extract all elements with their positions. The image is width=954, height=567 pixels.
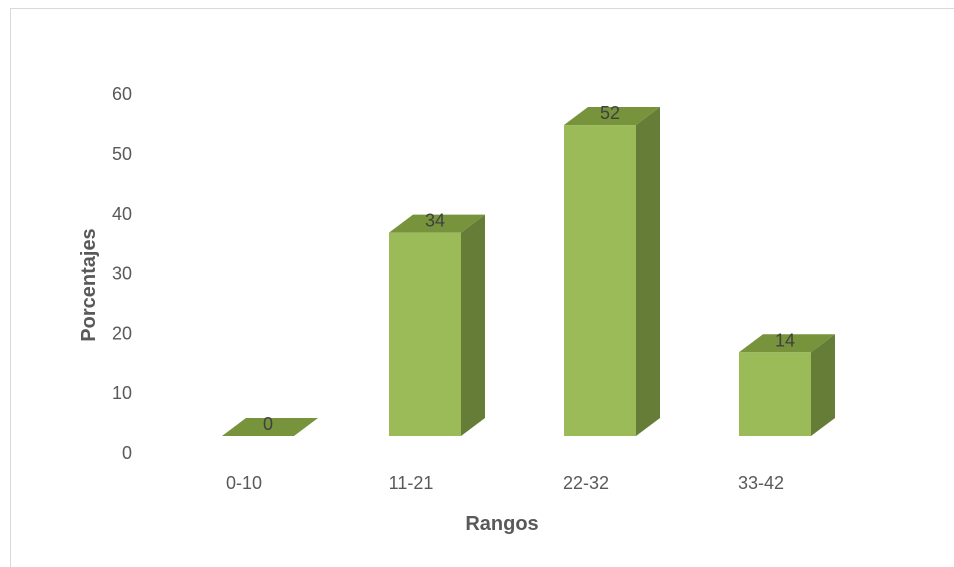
y-axis-ticks: 0 10 20 30 40 50 60 xyxy=(112,84,132,463)
bar xyxy=(222,418,318,436)
y-tick-label: 0 xyxy=(122,443,132,463)
data-label: 52 xyxy=(600,103,620,123)
x-axis-title: Rangos xyxy=(465,513,538,535)
bar-side xyxy=(461,214,485,436)
bar-top xyxy=(389,214,485,233)
y-tick-label: 20 xyxy=(112,323,132,343)
y-tick-label: 50 xyxy=(112,144,132,164)
data-label: 0 xyxy=(263,414,273,434)
x-axis-categories: 0-10 11-21 22-32 33-42 xyxy=(226,473,784,493)
y-tick-label: 40 xyxy=(112,204,132,224)
x-category-label: 22-32 xyxy=(563,473,609,493)
x-category-label: 33-42 xyxy=(738,473,784,493)
y-axis-title: Porcentajes xyxy=(78,228,100,341)
data-labels: 0 34 52 14 xyxy=(263,103,795,434)
bar-side xyxy=(636,107,660,436)
bar-front xyxy=(739,352,811,436)
bar xyxy=(389,214,485,436)
data-label: 34 xyxy=(425,211,445,231)
y-tick-label: 30 xyxy=(112,264,132,284)
bar-side xyxy=(811,334,835,436)
chart-area xyxy=(10,8,954,567)
bar-top xyxy=(739,334,835,353)
bar xyxy=(564,107,660,436)
bar-front xyxy=(564,125,636,436)
data-label: 14 xyxy=(775,330,795,350)
bar xyxy=(739,334,835,436)
y-tick-label: 10 xyxy=(112,383,132,403)
bars xyxy=(222,107,835,436)
bar-front xyxy=(389,232,461,436)
y-tick-label: 60 xyxy=(112,84,132,104)
x-category-label: 0-10 xyxy=(226,473,262,493)
bar-top xyxy=(222,418,318,436)
bar-top xyxy=(564,107,660,126)
x-category-label: 11-21 xyxy=(389,473,434,493)
